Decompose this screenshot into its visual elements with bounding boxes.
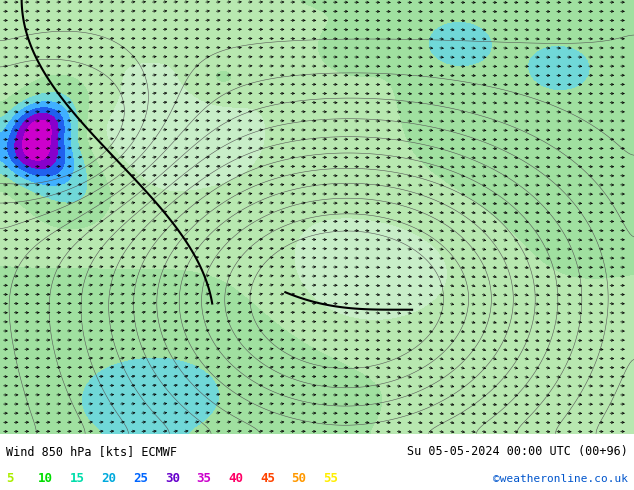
Text: 50: 50	[292, 472, 307, 485]
Text: 35: 35	[197, 472, 212, 485]
Text: 10: 10	[38, 472, 53, 485]
Text: 45: 45	[260, 472, 275, 485]
Text: 20: 20	[101, 472, 117, 485]
Text: 30: 30	[165, 472, 180, 485]
Text: 25: 25	[133, 472, 148, 485]
Text: 55: 55	[323, 472, 339, 485]
Text: 15: 15	[70, 472, 85, 485]
Text: 60: 60	[355, 472, 370, 485]
Text: 5: 5	[6, 472, 14, 485]
Text: Wind 850 hPa [kts] ECMWF: Wind 850 hPa [kts] ECMWF	[6, 445, 178, 458]
Text: 40: 40	[228, 472, 243, 485]
Text: Su 05-05-2024 00:00 UTC (00+96): Su 05-05-2024 00:00 UTC (00+96)	[407, 445, 628, 458]
Text: ©weatheronline.co.uk: ©weatheronline.co.uk	[493, 474, 628, 484]
